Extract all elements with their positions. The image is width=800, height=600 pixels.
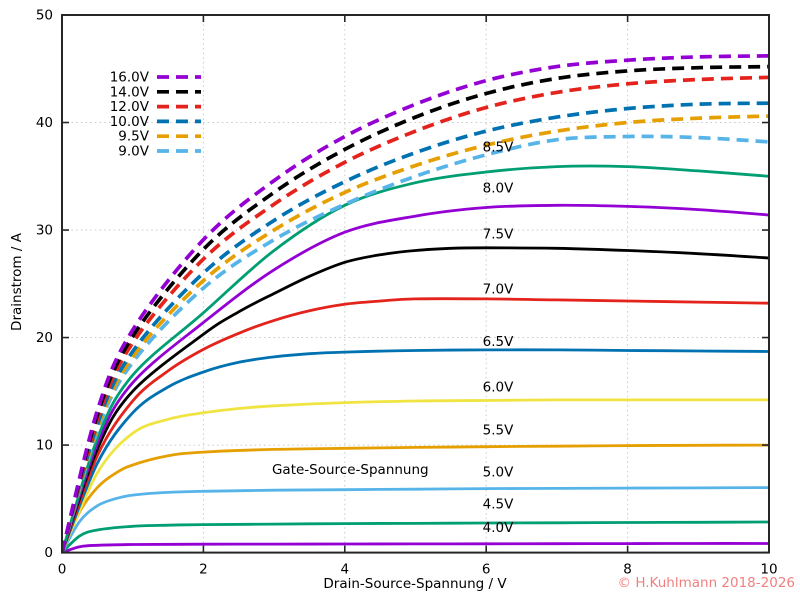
legend-label-12.0V: 12.0V bbox=[110, 99, 150, 115]
curve-label-6.5V: 6.5V bbox=[483, 334, 514, 350]
tick-labels: 0 2 4 6 8 10 0 10 20 30 40 50 bbox=[36, 8, 778, 578]
curve-12.0V bbox=[62, 75, 769, 553]
tick-label-x-6: 6 bbox=[482, 562, 491, 578]
inline-curve-labels: 8.5V 8.0V 7.5V 7.0V 6.5V 6.0V 5.5V 5.0V 4.5V 4.0V bbox=[483, 140, 514, 537]
legend-entry-12.0V: 12.0V bbox=[110, 99, 201, 115]
curve-7.0V bbox=[62, 297, 769, 553]
tick-label-y-40: 40 bbox=[36, 115, 53, 131]
curve-4.5V bbox=[62, 520, 769, 553]
tick-label-x-2: 2 bbox=[199, 562, 208, 578]
legend-entry-9.5V: 9.5V bbox=[118, 129, 201, 145]
tick-label-y-0: 0 bbox=[44, 545, 53, 561]
legend-label-16.0V: 16.0V bbox=[110, 70, 150, 86]
tick-label-y-20: 20 bbox=[36, 330, 53, 346]
tick-label-y-30: 30 bbox=[36, 223, 53, 239]
legend-label-14.0V: 14.0V bbox=[110, 84, 150, 100]
legend-label-9.0V: 9.0V bbox=[118, 144, 149, 160]
curve-4.0V bbox=[62, 542, 769, 553]
tick-label-x-4: 4 bbox=[341, 562, 350, 578]
tick-label-y-10: 10 bbox=[36, 438, 53, 454]
legend-entry-14.0V: 14.0V bbox=[110, 84, 201, 100]
tick-marks bbox=[61, 14, 770, 554]
x-axis-title: Drain-Source-Spannung / V bbox=[323, 576, 507, 592]
curve-8.0V bbox=[62, 203, 769, 553]
legend-label-10.0V: 10.0V bbox=[110, 114, 150, 130]
curve-6.0V bbox=[62, 398, 769, 553]
curve-6.5V bbox=[62, 348, 769, 553]
curve-9.0V bbox=[62, 134, 769, 553]
curve-10.0V bbox=[62, 101, 769, 553]
curve-14.0V bbox=[62, 64, 769, 553]
curve-5.5V bbox=[62, 443, 769, 553]
legend-entry-16.0V: 16.0V bbox=[110, 70, 201, 86]
curve-5.0V bbox=[62, 486, 769, 553]
legend-entry-10.0V: 10.0V bbox=[110, 114, 201, 130]
curve-label-6.0V: 6.0V bbox=[483, 379, 514, 395]
plot-border bbox=[61, 14, 770, 554]
curve-8.5V bbox=[62, 164, 769, 553]
curve-label-5.0V: 5.0V bbox=[483, 464, 514, 480]
tick-label-x-8: 8 bbox=[623, 562, 632, 578]
curve-label-4.5V: 4.5V bbox=[483, 497, 514, 513]
tick-label-x-10: 10 bbox=[760, 562, 777, 578]
curve-label-4.0V: 4.0V bbox=[483, 520, 514, 536]
legend-label-9.5V: 9.5V bbox=[118, 129, 149, 145]
curve-label-8.5V: 8.5V bbox=[483, 140, 514, 156]
tick-label-y-50: 50 bbox=[36, 8, 53, 24]
legend-entry-9.0V: 9.0V bbox=[118, 144, 201, 160]
curves bbox=[62, 54, 769, 553]
y-axis-title: Drainstrom / A bbox=[9, 233, 25, 331]
annotation-gate-source-spannung: Gate-Source-Spannung bbox=[272, 462, 429, 478]
curve-label-7.0V: 7.0V bbox=[483, 281, 514, 297]
curve-7.5V bbox=[62, 246, 769, 553]
curve-16.0V bbox=[62, 54, 769, 553]
copyright-notice: © H.Kuhlmann 2018-2026 bbox=[617, 575, 795, 591]
tick-label-x-0: 0 bbox=[58, 562, 67, 578]
curve-label-5.5V: 5.5V bbox=[483, 422, 514, 438]
curve-label-7.5V: 7.5V bbox=[483, 227, 514, 243]
curve-label-8.0V: 8.0V bbox=[483, 180, 514, 196]
